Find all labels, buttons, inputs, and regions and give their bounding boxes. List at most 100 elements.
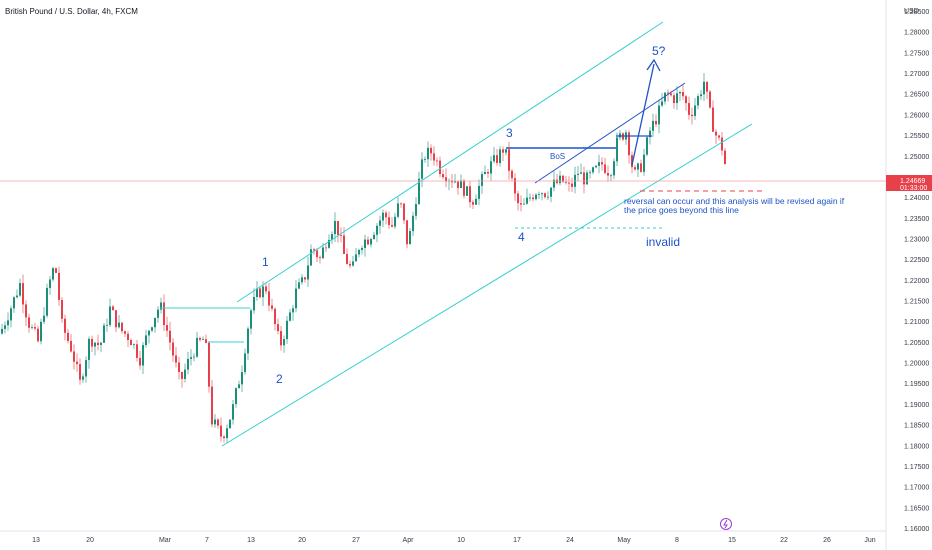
candle-body (532, 197, 534, 200)
x-tick-label: 26 (823, 537, 831, 544)
candle-body (433, 153, 435, 161)
candle-body (130, 339, 132, 346)
candle-body (343, 235, 345, 255)
candle-body (439, 160, 441, 175)
candle-body (145, 335, 147, 346)
candle-body (442, 174, 444, 178)
candle-body (628, 132, 630, 156)
candle-body (502, 149, 504, 153)
candle-body (253, 296, 255, 311)
candle-body (310, 249, 312, 266)
candle-body (706, 81, 708, 92)
x-tick-label: Apr (403, 537, 415, 544)
candle-body (682, 91, 684, 97)
candle-body (499, 149, 501, 164)
candle-body (148, 330, 150, 336)
candle-body (496, 155, 498, 164)
candle-body (115, 310, 117, 328)
candle-body (397, 203, 399, 217)
candle-body (142, 345, 144, 366)
candle-body (181, 372, 183, 379)
y-tick-label: 1.18500 (904, 423, 929, 430)
candle-body (178, 362, 180, 373)
candle-body (490, 161, 492, 174)
candle-body (580, 172, 582, 174)
candle-body (64, 318, 66, 333)
candle-body (712, 107, 714, 132)
candle-body (235, 388, 237, 405)
note-line-2: the price goes beyond this line (624, 205, 739, 215)
candle-body (241, 372, 243, 385)
y-tick-label: 1.25500 (904, 133, 929, 140)
candle-body (154, 317, 156, 328)
candle-body (58, 272, 60, 301)
channel-lower-line[interactable] (221, 123, 753, 447)
candle-body (505, 149, 507, 153)
candle-body (643, 154, 645, 172)
y-axis-ticks: 1.28500 1.28000 1.27500 1.27000 1.26500 1.260… (904, 9, 929, 533)
candle-body (670, 93, 672, 96)
candle-body (550, 187, 552, 197)
candle-body (19, 283, 21, 296)
wave-5-arrow-line[interactable] (631, 63, 655, 166)
candle-body (13, 297, 15, 309)
candle-body (283, 339, 285, 346)
candle-body (376, 225, 378, 235)
y-tick-label: 1.22500 (904, 257, 929, 264)
y-tick-label: 1.23500 (904, 216, 929, 223)
note-line-1: reversal can occur and this analysis wil… (624, 196, 845, 206)
candle-body (517, 193, 519, 204)
candle-body (598, 162, 600, 166)
candle-body (97, 342, 99, 345)
candle-body (208, 342, 210, 387)
candle-body (358, 249, 360, 255)
x-tick-label: Mar (159, 537, 172, 544)
candle-body (172, 342, 174, 356)
candle-body (346, 254, 348, 264)
candle-body (163, 302, 165, 326)
candle-body (304, 277, 306, 280)
candle-body (436, 160, 438, 162)
candle-body (418, 178, 420, 205)
candle-body (394, 216, 396, 227)
x-tick-label: 20 (86, 537, 94, 544)
wedge-upper-line[interactable] (534, 82, 686, 184)
candle-body (196, 337, 198, 357)
candle-body (190, 357, 192, 359)
candle-body (616, 137, 618, 162)
y-tick-label: 1.18000 (904, 443, 929, 450)
candle-body (400, 203, 402, 205)
candle-body (601, 162, 603, 165)
candle-body (721, 137, 723, 151)
candle-body (220, 425, 222, 437)
candle-body (286, 320, 288, 340)
candle-body (481, 174, 483, 186)
x-tick-label: 7 (205, 537, 209, 544)
candle-body (214, 419, 216, 425)
candle-body (370, 238, 372, 245)
candle-body (511, 170, 513, 179)
current-price-value: 1.24669 (900, 178, 925, 185)
y-tick-label: 1.23000 (904, 236, 929, 243)
candle-body (79, 364, 81, 380)
candle-body (349, 263, 351, 266)
x-tick-label: Jun (864, 537, 875, 544)
candle-body (679, 91, 681, 94)
candle-body (478, 185, 480, 199)
candle-body (250, 310, 252, 329)
y-tick-label: 1.22000 (904, 278, 929, 285)
candle-body (451, 180, 453, 183)
invalid-label: invalid (646, 235, 680, 249)
channel-upper-line[interactable] (236, 21, 664, 303)
x-axis-ticks: 13 20 Mar 7 13 20 27 Apr 10 17 24 May 8 15 22 26 Jun (32, 537, 876, 544)
candle-body (25, 304, 27, 318)
candle-body (652, 120, 654, 131)
y-tick-label: 1.26000 (904, 112, 929, 119)
candle-body (103, 325, 105, 343)
candle-body (205, 339, 207, 343)
lightning-event-icon[interactable] (720, 518, 732, 530)
candle-body (559, 175, 561, 184)
candle-body (340, 235, 342, 236)
candle-body (646, 137, 648, 155)
x-tick-label: 15 (728, 537, 736, 544)
